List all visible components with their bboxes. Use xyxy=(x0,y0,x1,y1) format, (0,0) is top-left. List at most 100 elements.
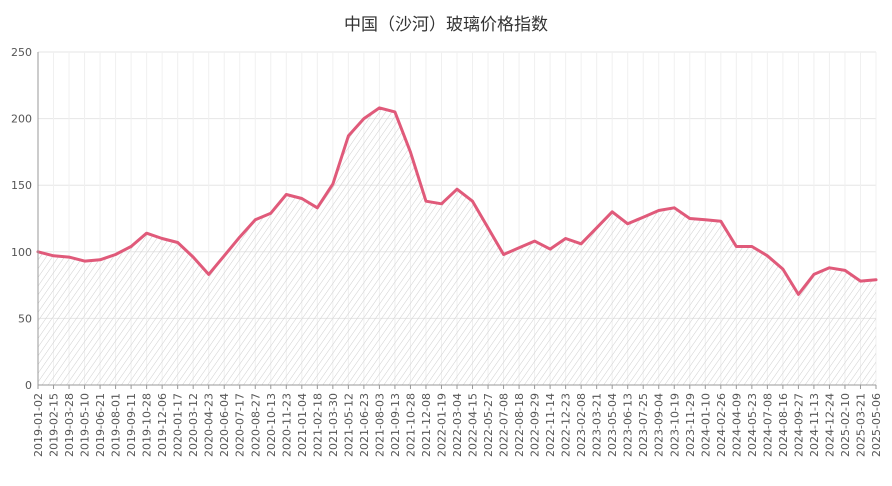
data-point xyxy=(440,202,443,205)
data-point xyxy=(424,200,428,203)
data-point xyxy=(595,226,598,229)
x-tick-label: 2024-07-08 xyxy=(761,393,774,457)
data-point xyxy=(486,226,490,229)
chart-title: 中国（沙河）玻璃价格指数 xyxy=(344,15,548,35)
data-point xyxy=(642,216,645,219)
data-point xyxy=(455,188,459,191)
x-tick-label: 2024-04-09 xyxy=(730,393,743,457)
x-tick-label: 2024-05-23 xyxy=(746,393,759,457)
data-point xyxy=(207,273,210,276)
data-point xyxy=(843,269,847,272)
data-point xyxy=(129,245,133,248)
x-tick-label: 2020-04-23 xyxy=(203,393,216,457)
x-tick-label: 2021-05-12 xyxy=(342,393,355,457)
x-tick-label: 2020-06-04 xyxy=(218,393,231,457)
x-tick-label: 2019-10-28 xyxy=(141,393,154,457)
x-tick-label: 2023-03-21 xyxy=(591,393,604,457)
x-tick-label: 2019-01-02 xyxy=(32,393,45,457)
data-point xyxy=(176,241,179,244)
x-tick-label: 2021-09-13 xyxy=(389,393,402,457)
y-tick-label: 100 xyxy=(11,246,32,259)
series-area-fill xyxy=(38,107,876,386)
data-point xyxy=(347,134,350,138)
x-tick-label: 2022-04-15 xyxy=(467,393,480,457)
data-point xyxy=(750,245,754,248)
data-point xyxy=(52,254,55,257)
data-point xyxy=(502,253,505,256)
data-point xyxy=(874,278,878,281)
data-point xyxy=(673,206,676,209)
x-tick-label: 2021-01-04 xyxy=(296,393,309,457)
x-tick-label: 2022-01-19 xyxy=(435,393,448,457)
data-point xyxy=(797,293,800,296)
x-tick-label: 2023-02-08 xyxy=(575,393,588,457)
x-tick-label: 2022-08-18 xyxy=(513,393,526,457)
y-tick-label: 50 xyxy=(18,312,32,325)
x-tick-label: 2020-08-27 xyxy=(249,393,262,457)
y-tick-label: 200 xyxy=(11,113,32,126)
x-tick-label: 2023-11-29 xyxy=(684,393,697,457)
data-point xyxy=(859,279,862,283)
x-tick-label: 2024-09-27 xyxy=(792,393,805,457)
x-tick-label: 2021-12-08 xyxy=(420,393,433,457)
x-tick-label: 2025-05-06 xyxy=(870,393,883,457)
x-tick-label: 2020-10-13 xyxy=(265,393,278,457)
data-point xyxy=(300,197,303,200)
x-tick-label: 2020-07-17 xyxy=(234,393,247,457)
data-point xyxy=(611,210,614,213)
data-point xyxy=(533,239,536,243)
data-point xyxy=(812,273,816,276)
x-tick-label: 2022-09-29 xyxy=(529,393,542,457)
data-point xyxy=(657,209,660,212)
data-point xyxy=(704,218,707,221)
data-point xyxy=(145,232,148,235)
data-point xyxy=(828,266,831,269)
x-tick-label: 2024-02-26 xyxy=(715,393,728,457)
data-point xyxy=(393,110,397,114)
x-tick-label: 2021-03-30 xyxy=(327,393,340,457)
x-tick-label: 2024-12-24 xyxy=(823,393,836,457)
x-tick-label: 2021-02-18 xyxy=(311,393,324,457)
data-point xyxy=(735,245,738,248)
x-tick-label: 2022-03-04 xyxy=(451,393,464,457)
x-tick-label: 2024-08-16 xyxy=(777,393,790,457)
data-point xyxy=(409,150,412,154)
data-point xyxy=(285,193,288,196)
data-point xyxy=(269,212,272,215)
data-point xyxy=(160,237,164,240)
x-tick-label: 2023-07-25 xyxy=(637,393,650,457)
data-point xyxy=(548,247,552,251)
y-tick-label: 0 xyxy=(25,379,32,392)
x-tick-label: 2024-01-10 xyxy=(699,393,712,457)
x-tick-label: 2019-12-06 xyxy=(156,393,169,457)
data-point xyxy=(564,237,567,240)
x-tick-label: 2021-06-23 xyxy=(358,393,371,457)
x-tick-label: 2023-09-04 xyxy=(653,393,666,457)
data-point xyxy=(362,117,366,120)
data-point xyxy=(67,255,71,259)
data-point xyxy=(626,222,629,225)
data-point xyxy=(254,218,257,221)
x-tick-label: 2019-03-28 xyxy=(63,393,76,457)
y-tick-label: 250 xyxy=(11,46,32,59)
data-point xyxy=(98,258,102,261)
data-point xyxy=(192,255,195,259)
data-point xyxy=(223,254,226,257)
x-tick-label: 2021-08-03 xyxy=(373,393,386,457)
data-point xyxy=(378,106,381,110)
data-point xyxy=(688,217,691,220)
x-tick-label: 2022-12-23 xyxy=(560,393,573,457)
x-tick-label: 2019-02-15 xyxy=(48,393,61,457)
data-point xyxy=(781,267,785,271)
x-tick-label: 2019-08-01 xyxy=(110,393,123,457)
x-tick-label: 2019-05-10 xyxy=(79,393,92,457)
x-tick-label: 2025-03-21 xyxy=(854,393,867,457)
x-tick-label: 2024-11-13 xyxy=(808,393,821,457)
data-point xyxy=(766,254,769,257)
y-tick-label: 150 xyxy=(11,179,32,192)
x-tick-label: 2022-11-14 xyxy=(544,393,557,457)
x-tick-label: 2020-03-12 xyxy=(187,393,200,457)
x-tick-label: 2021-10-28 xyxy=(404,393,417,457)
data-point xyxy=(471,200,474,203)
